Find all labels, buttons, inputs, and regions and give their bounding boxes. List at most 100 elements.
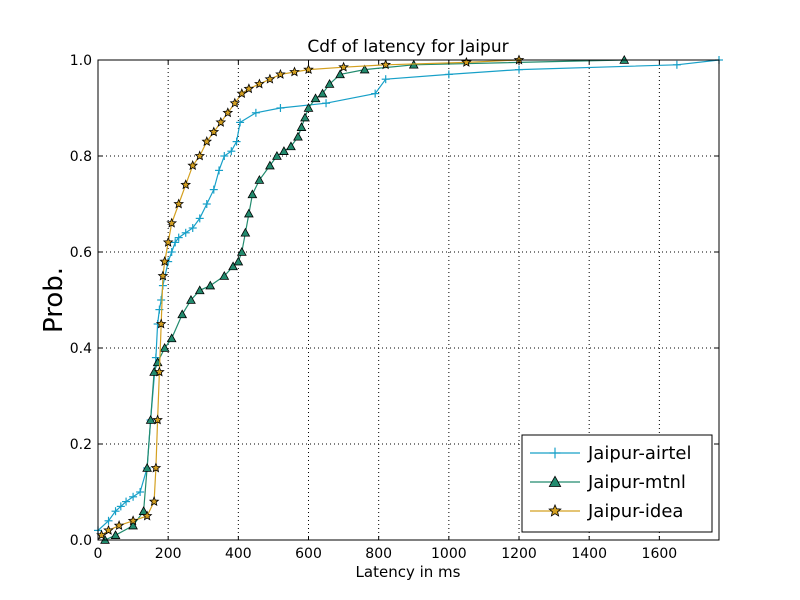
data-point <box>187 160 198 171</box>
data-point <box>167 248 176 256</box>
data-point <box>177 309 188 319</box>
data-point <box>111 507 120 516</box>
data-point <box>243 208 254 218</box>
data-point <box>228 261 238 271</box>
data-point <box>171 238 180 247</box>
x-tick-label: 200 <box>155 546 182 562</box>
data-point <box>151 353 160 362</box>
data-point <box>209 185 218 194</box>
data-point <box>303 64 314 75</box>
data-point <box>548 503 562 517</box>
ticks: 0 200 400 600 800 1000 1200 1400 1600 0.0 0.2 0.4 0.… <box>70 53 719 562</box>
data-point <box>154 366 165 377</box>
x-tick-label: 1400 <box>571 546 607 562</box>
data-point <box>461 56 472 67</box>
y-tick-label: 0.0 <box>70 533 92 549</box>
data-point <box>279 146 289 155</box>
plot-frame <box>97 59 720 541</box>
x-tick-label: 1200 <box>501 546 537 562</box>
data-point <box>150 462 162 473</box>
data-point <box>286 141 296 151</box>
data-point <box>110 530 121 539</box>
data-point <box>157 270 169 281</box>
y-axis-label: Prob. <box>39 267 69 333</box>
data-point <box>174 233 183 242</box>
data-point <box>264 73 276 84</box>
data-point <box>166 217 178 228</box>
data-point <box>254 78 265 89</box>
x-tick-label: 1000 <box>431 546 467 562</box>
data-point <box>548 475 562 487</box>
x-axis-label: Latency in ms <box>356 563 461 581</box>
data-point <box>136 488 145 496</box>
data-point <box>359 64 370 74</box>
data-point <box>166 333 177 343</box>
x-tick-label: 800 <box>365 546 392 562</box>
data-point <box>129 492 138 501</box>
data-point <box>157 296 166 304</box>
data-point <box>232 137 241 146</box>
data-point <box>113 520 125 531</box>
data-point <box>181 228 190 237</box>
data-point <box>194 150 205 161</box>
data-point <box>233 256 244 266</box>
data-point <box>300 112 310 122</box>
data-point <box>205 280 216 290</box>
data-point <box>549 447 561 459</box>
data-point <box>247 189 258 199</box>
data-point <box>208 126 220 137</box>
data-point <box>335 69 345 79</box>
data-point <box>289 66 300 77</box>
data-point <box>145 414 156 424</box>
data-point <box>672 60 681 69</box>
data-point <box>195 214 204 223</box>
data-point <box>222 107 234 118</box>
series-line <box>101 59 520 536</box>
x-tick-label: 0 <box>94 546 103 562</box>
data-point <box>444 70 453 79</box>
data-point <box>188 224 197 232</box>
data-point <box>272 150 282 160</box>
y-tick-label: 0.6 <box>70 245 92 261</box>
chart-title: Cdf of latency for Jaipur <box>307 37 508 57</box>
data-point <box>317 88 328 98</box>
x-tick-label: 400 <box>225 546 252 562</box>
data-point <box>338 61 349 72</box>
data-point <box>371 89 380 98</box>
legend-label: Jaipur-mtnl <box>587 472 686 493</box>
data-point <box>227 147 236 156</box>
data-point <box>128 520 138 530</box>
data-point <box>380 59 392 70</box>
data-point <box>293 131 303 141</box>
data-point <box>173 198 185 209</box>
data-point <box>148 496 160 507</box>
data-point <box>201 136 212 147</box>
x-tick-label: 600 <box>295 546 322 562</box>
data-point <box>220 152 229 160</box>
data-point <box>141 510 153 521</box>
data-point <box>265 160 275 170</box>
data-point <box>127 515 139 526</box>
data-point <box>275 68 286 79</box>
data-point <box>322 99 331 108</box>
legend-label: Jaipur-airtel <box>587 443 691 464</box>
data-point <box>104 516 113 525</box>
y-tick-label: 0.2 <box>70 437 92 453</box>
data-point <box>240 227 251 237</box>
data-point <box>202 200 211 208</box>
data-point <box>303 102 314 112</box>
data-point <box>276 104 285 112</box>
legend-label: Jaipur-idea <box>587 501 683 522</box>
data-point <box>155 318 167 329</box>
data-point <box>236 246 247 256</box>
data-point <box>116 502 125 511</box>
data-point <box>103 524 114 535</box>
data-point <box>236 118 245 127</box>
data-point <box>515 65 524 74</box>
legend: Jaipur-airtel Jaipur-mtnl Jaipur-idea <box>521 434 713 533</box>
data-point <box>324 78 335 88</box>
data-point <box>254 174 265 184</box>
data-point <box>381 75 390 84</box>
data-point <box>243 83 255 94</box>
